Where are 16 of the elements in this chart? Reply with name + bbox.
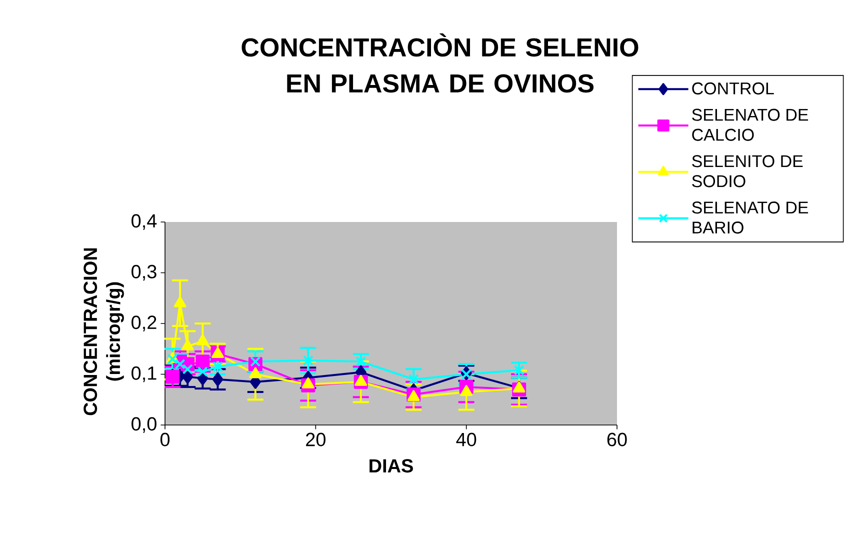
x-tick-label: 60 [607, 432, 627, 446]
legend-label: CONTROL [692, 82, 774, 94]
y-tick-label: 0,0 [132, 417, 156, 433]
y-tick-label: 0,4 [132, 214, 157, 230]
legend-label: SELENATO DE BARIO [692, 202, 808, 234]
x-tick-label: 0 [160, 432, 170, 446]
x-tick-label: 20 [306, 432, 326, 446]
x-axis-title: DIAS [370, 459, 413, 473]
legend-label: SELENITO DE SODIO [692, 155, 803, 188]
chart-title: CONCENTRACIÒN DE SELENIO EN PLASMA DE OVINOS [242, 33, 638, 93]
y-tick-label: 0,3 [132, 264, 156, 281]
y-axis-title: CONCENTRACION (microgr/g) [84, 248, 124, 416]
y-tick-label: 0,2 [132, 316, 156, 332]
x-tick-label: 40 [456, 432, 476, 446]
legend-label: SELENATO DE CALCIO [692, 108, 808, 141]
y-tick-label: 0,1 [132, 366, 156, 382]
